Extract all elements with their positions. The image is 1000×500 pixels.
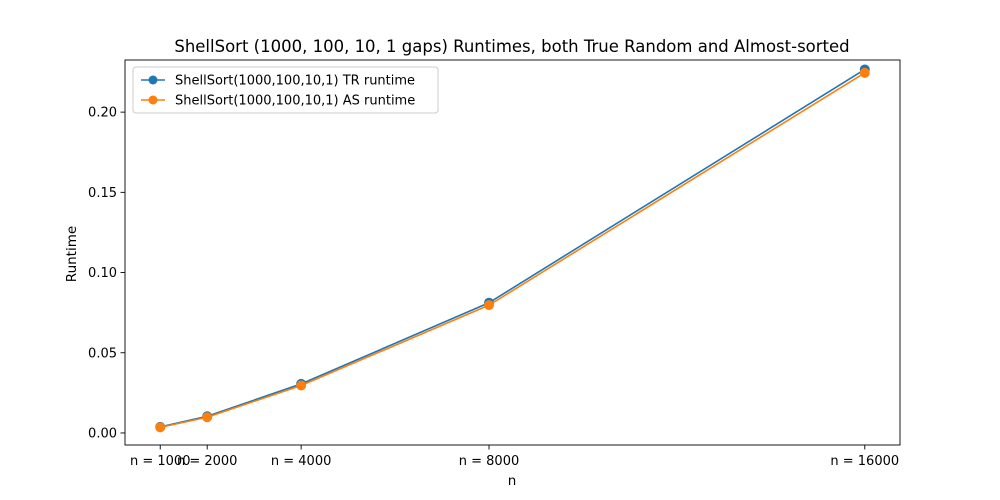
data-point bbox=[155, 422, 166, 433]
y-axis-label: Runtime bbox=[64, 226, 80, 282]
data-point bbox=[484, 300, 495, 311]
y-axis: 0.00 0.05 0.10 0.15 0.20 bbox=[88, 106, 125, 441]
legend-label: ShellSort(1000,100,10,1) TR runtime bbox=[175, 74, 415, 89]
x-tick-label: n = 4000 bbox=[271, 454, 331, 469]
chart-title: ShellSort (1000, 100, 10, 1 gaps) Runtim… bbox=[174, 37, 849, 56]
plot-area bbox=[124, 59, 901, 446]
data-point bbox=[202, 412, 213, 423]
legend-box bbox=[132, 66, 439, 114]
data-point bbox=[296, 380, 307, 391]
x-tick-label: n = 1000 bbox=[130, 454, 190, 469]
y-tick-label: 0.15 bbox=[88, 186, 117, 201]
legend-marker bbox=[148, 95, 158, 105]
x-tick-label: n = 16000 bbox=[830, 454, 899, 469]
plot-frame bbox=[124, 59, 901, 446]
y-tick-label: 0.00 bbox=[88, 426, 117, 441]
x-axis-label: n bbox=[508, 473, 517, 489]
data-point bbox=[859, 67, 870, 78]
y-tick-label: 0.20 bbox=[88, 106, 117, 121]
legend: ShellSort(1000,100,10,1) TR runtime Shell… bbox=[132, 66, 439, 114]
legend-item: ShellSort(1000,100,10,1) AS runtime bbox=[141, 94, 415, 109]
x-tick-label: n = 2000 bbox=[177, 454, 237, 469]
legend-item: ShellSort(1000,100,10,1) TR runtime bbox=[141, 74, 415, 89]
legend-marker bbox=[148, 75, 158, 85]
y-tick-label: 0.10 bbox=[88, 266, 117, 281]
series-as bbox=[155, 67, 870, 433]
legend-label: ShellSort(1000,100,10,1) AS runtime bbox=[175, 94, 415, 109]
series-layer bbox=[155, 64, 870, 433]
y-tick-label: 0.05 bbox=[88, 346, 117, 361]
x-tick-label: n = 8000 bbox=[459, 454, 519, 469]
